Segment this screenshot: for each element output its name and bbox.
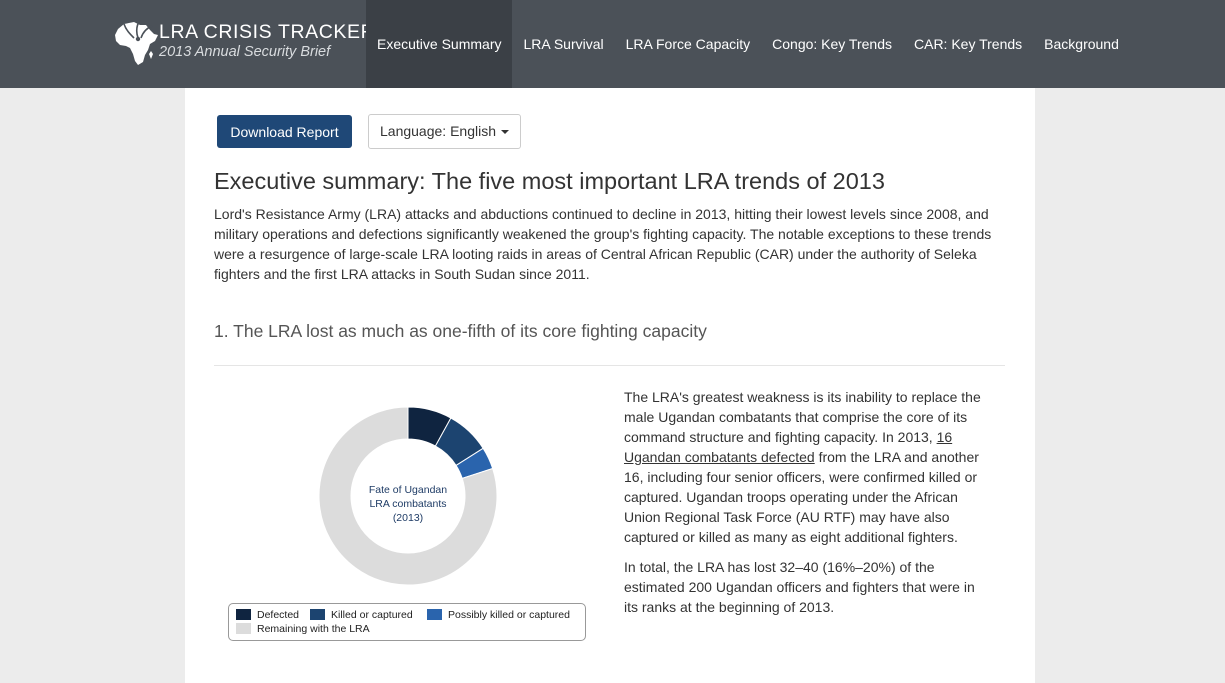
nav-lra-survival[interactable]: LRA Survival: [523, 36, 604, 52]
main-content: Download Report Language: English Execut…: [185, 88, 1035, 683]
legend-swatch: [310, 609, 325, 620]
brand-logo-link[interactable]: LRA CRISIS TRACKER 2013 Annual Security …: [112, 16, 375, 68]
nav-congo-key-trends[interactable]: Congo: Key Trends: [772, 36, 892, 52]
side-text: The LRA's greatest weakness is its inabi…: [624, 387, 992, 627]
section-title: 1. The LRA lost as much as one-fifth of …: [214, 321, 707, 341]
side-paragraph-2: In total, the LRA has lost 32–40 (16%–20…: [624, 559, 975, 615]
download-report-button[interactable]: Download Report: [217, 115, 352, 148]
caret-down-icon: [501, 130, 509, 135]
donut-slice-remaining-with-the-lra[interactable]: [318, 406, 498, 586]
legend-item-remaining-with-the-lra: Remaining with the LRA: [236, 622, 370, 636]
chart-title-line-3: (2013): [392, 512, 424, 524]
side-p1-text-before: The LRA's greatest weakness is its inabi…: [624, 389, 981, 445]
section-divider: [214, 365, 1005, 366]
legend-item-killed-or-captured: Killed or captured: [310, 608, 413, 622]
defected-combatants-link[interactable]: 16 Ugandan combatants defected: [624, 429, 953, 465]
africa-map-icon: [115, 19, 158, 65]
legend-label: Defected: [257, 609, 300, 621]
intro-paragraph: Lord's Resistance Army (LRA) attacks and…: [214, 206, 992, 282]
legend-label: Killed or captured: [331, 609, 413, 621]
nav-car-key-trends[interactable]: CAR: Key Trends: [914, 36, 1023, 52]
language-dropdown[interactable]: Language: English: [368, 114, 521, 149]
donut-chart: [318, 406, 498, 586]
side-p1-text-after: from the LRA and another 16, including f…: [624, 449, 979, 545]
chart-title-line-2: LRA combatants: [369, 498, 447, 510]
main-nav: Executive Summary LRA Survival LRA Force…: [366, 0, 1130, 88]
brand-subtitle: 2013 Annual Security Brief: [159, 44, 331, 60]
legend-swatch: [236, 609, 251, 620]
language-label: Language: English: [380, 123, 496, 139]
chart-title: Fate of Ugandan LRA combatants (2013): [358, 483, 458, 525]
legend-item-defected: Defected: [236, 608, 299, 622]
legend-label: Remaining with the LRA: [257, 623, 370, 635]
nav-background[interactable]: Background: [1044, 36, 1119, 52]
nav-lra-force-capacity[interactable]: LRA Force Capacity: [625, 36, 751, 52]
chart-title-line-1: Fate of Ugandan: [368, 484, 448, 496]
legend-label: Possibly killed or captured: [448, 609, 570, 621]
legend-swatch: [236, 623, 251, 634]
legend-swatch: [427, 609, 442, 620]
page-title: Executive summary: The five most importa…: [214, 168, 885, 194]
side-paragraph-1: The LRA's greatest weakness is its inabi…: [624, 387, 992, 547]
brand-title: LRA CRISIS TRACKER: [159, 21, 376, 43]
legend-item-possibly-killed-or-captured: Possibly killed or captured: [427, 608, 570, 622]
chart-legend: Defected Killed or captured Possibly kil…: [228, 603, 586, 641]
top-navbar: LRA CRISIS TRACKER 2013 Annual Security …: [0, 0, 1225, 88]
nav-executive-summary[interactable]: Executive Summary: [366, 0, 513, 88]
